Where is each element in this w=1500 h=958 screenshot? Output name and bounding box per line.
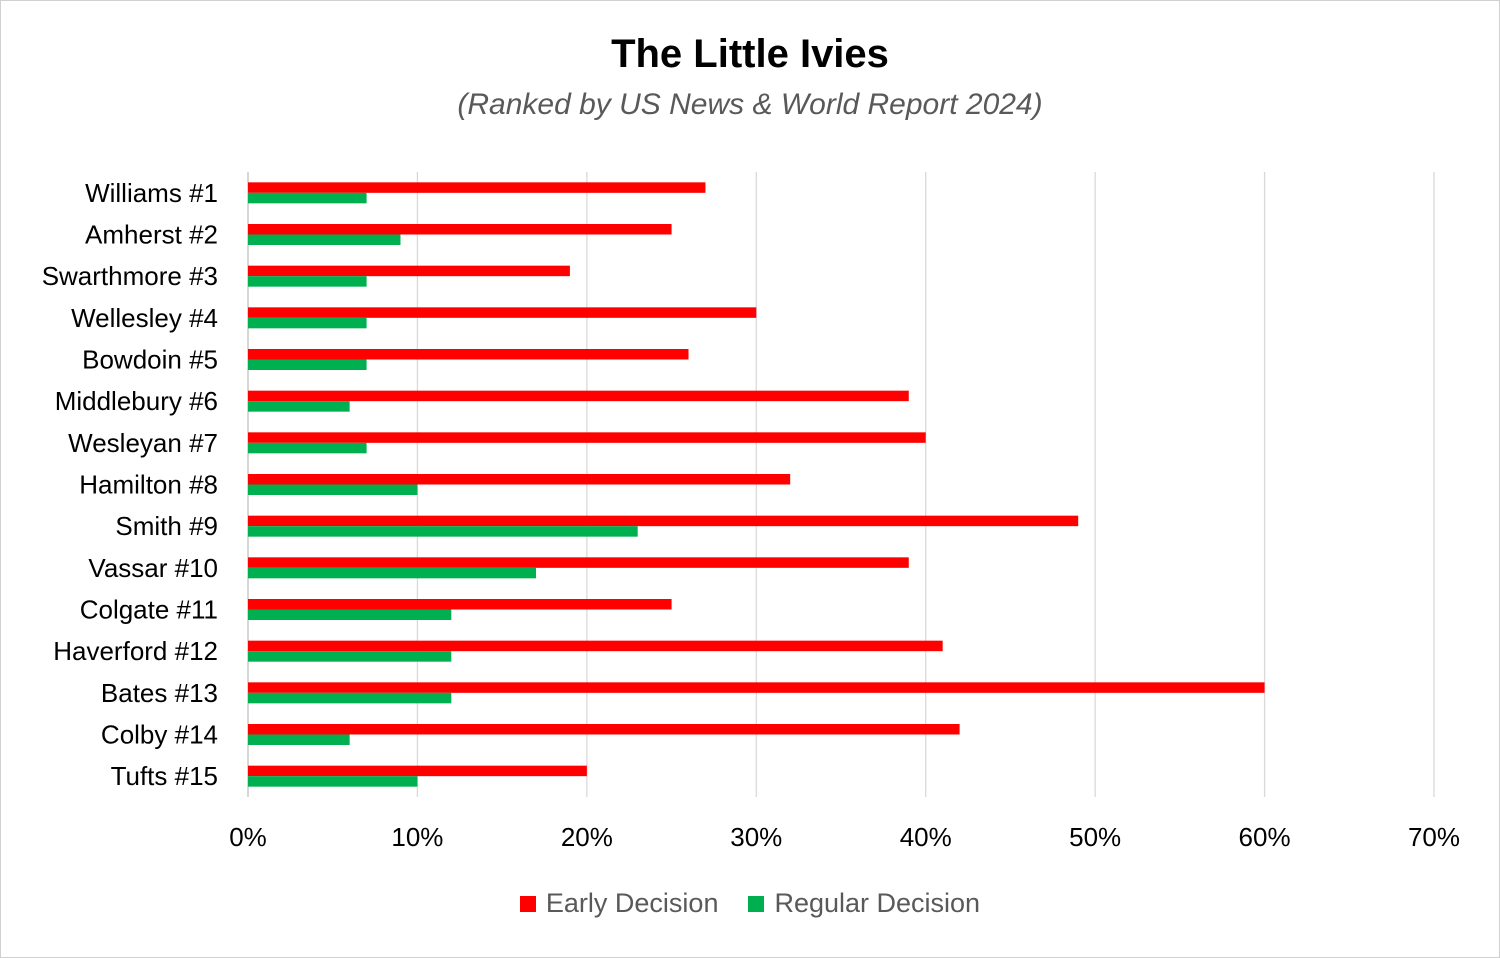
bar-early-decision-colgate-11 — [248, 599, 672, 610]
category-label-amherst-2: Amherst #2 — [85, 220, 218, 250]
chart-subtitle: (Ranked by US News & World Report 2024) — [457, 88, 1043, 121]
legend-item-regular-decision: Regular Decision — [748, 888, 980, 919]
bar-regular-decision-amherst-2 — [248, 234, 401, 245]
category-label-hamilton-8: Hamilton #8 — [79, 470, 218, 500]
bar-regular-decision-swarthmore-3 — [248, 276, 367, 287]
legend-swatch-regular-decision — [748, 895, 765, 912]
bar-early-decision-middlebury-6 — [248, 390, 909, 402]
bar-regular-decision-williams-1 — [248, 192, 367, 204]
legend-swatch-early-decision — [519, 895, 536, 912]
bar-regular-decision-haverford-12 — [248, 651, 452, 662]
bar-regular-decision-middlebury-6 — [248, 401, 350, 412]
x-tick-label: 20% — [561, 822, 613, 852]
tick-labels: 0% 10% 20% 30% 40% 50% 60% 70% — [229, 822, 1460, 852]
x-tick-label: 40% — [900, 822, 952, 852]
bar-early-decision-tufts-15 — [248, 765, 587, 777]
x-tick-label: 10% — [391, 822, 443, 852]
bar-early-decision-smith-9 — [248, 515, 1079, 527]
bar-early-decision-hamilton-8 — [248, 474, 791, 485]
bar-regular-decision-wesleyan-7 — [248, 442, 367, 454]
category-label-smith-9: Smith #9 — [115, 511, 218, 541]
category-label-vassar-10: Vassar #10 — [88, 553, 218, 583]
bar-early-decision-williams-1 — [248, 182, 706, 193]
category-label-haverford-12: Haverford #12 — [53, 636, 218, 666]
bar-regular-decision-hamilton-8 — [248, 484, 418, 495]
bar-early-decision-swarthmore-3 — [248, 265, 570, 277]
category-label-colby-14: Colby #14 — [101, 720, 218, 750]
x-tick-label: 70% — [1408, 822, 1460, 852]
category-label-tufts-15: Tufts #15 — [111, 761, 218, 791]
category-labels: Williams #1 Amherst #2 Swarthmore #3 Welles… — [42, 178, 218, 791]
bar-regular-decision-bowdoin-5 — [248, 359, 367, 370]
bar-regular-decision-bates-13 — [248, 692, 452, 704]
bar-early-decision-wellesley-4 — [248, 307, 757, 318]
category-label-swarthmore-3: Swarthmore #3 — [42, 261, 218, 291]
bar-regular-decision-colgate-11 — [248, 609, 452, 620]
legend-label-early-decision: Early Decision — [545, 888, 719, 918]
bar-regular-decision-smith-9 — [248, 526, 638, 537]
x-tick-label: 30% — [730, 822, 782, 852]
category-label-williams-1: Williams #1 — [85, 178, 218, 208]
bar-regular-decision-tufts-15 — [248, 776, 418, 787]
legend: Early Decision Regular Decision — [0, 888, 1500, 919]
bar-early-decision-wesleyan-7 — [248, 432, 926, 443]
legend-label-regular-decision: Regular Decision — [774, 888, 981, 918]
category-label-wesleyan-7: Wesleyan #7 — [68, 428, 218, 458]
bar-regular-decision-wellesley-4 — [248, 317, 367, 329]
bar-regular-decision-vassar-10 — [248, 567, 537, 579]
x-tick-label: 0% — [229, 822, 267, 852]
bars — [248, 182, 1265, 787]
x-tick-label: 50% — [1069, 822, 1121, 852]
category-label-colgate-11: Colgate #11 — [80, 595, 218, 625]
chart-title: The Little Ivies — [611, 32, 889, 76]
category-label-wellesley-4: Wellesley #4 — [71, 303, 218, 333]
legend-item-early-decision: Early Decision — [519, 888, 719, 919]
category-label-middlebury-6: Middlebury #6 — [55, 386, 218, 416]
x-tick-label: 60% — [1239, 822, 1291, 852]
bar-early-decision-bates-13 — [248, 682, 1265, 693]
bar-early-decision-vassar-10 — [248, 557, 909, 568]
bar-early-decision-amherst-2 — [248, 224, 672, 235]
bar-early-decision-haverford-12 — [248, 640, 943, 652]
category-label-bates-13: Bates #13 — [101, 678, 218, 708]
bar-early-decision-bowdoin-5 — [248, 349, 689, 360]
bar-regular-decision-colby-14 — [248, 734, 350, 745]
category-label-bowdoin-5: Bowdoin #5 — [82, 345, 218, 375]
bar-early-decision-colby-14 — [248, 724, 960, 735]
